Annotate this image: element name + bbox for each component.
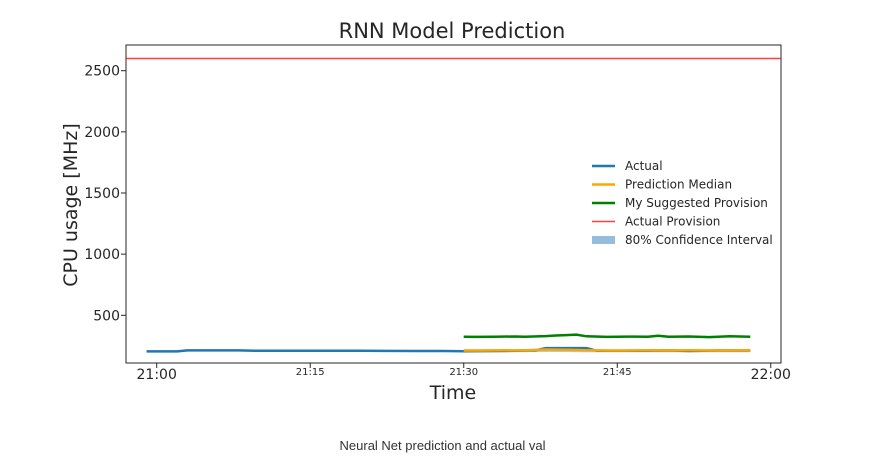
x-tick-label: 21:30 [449, 367, 478, 378]
chart: RNN Model Prediction 500 1000 1500 2000 2500… [60, 19, 791, 404]
y-axis-label: CPU usage [MHz] [60, 123, 82, 287]
legend-label-prediction-median: Prediction Median [625, 178, 732, 192]
series-layer [126, 57, 781, 353]
y-axis-ticks: 500 1000 1500 2000 2500 [84, 64, 126, 324]
x-tick-label: 21:15 [296, 367, 325, 378]
chart-title: RNN Model Prediction [339, 19, 566, 43]
legend-swatch-80-confidence-interval [592, 236, 615, 244]
series-line-my-suggested-provision [463, 333, 751, 339]
x-tick-label: 21:45 [603, 367, 632, 378]
legend-label-80-confidence-interval: 80% Confidence Interval [625, 233, 773, 247]
x-tick-label: 22:00 [751, 367, 791, 383]
legend-label-my-suggested-provision: My Suggested Provision [625, 196, 768, 210]
y-tick-label: 1000 [84, 247, 120, 263]
y-tick-label: 2500 [84, 64, 120, 80]
y-tick-label: 500 [93, 308, 120, 324]
y-tick-label: 1500 [84, 186, 120, 202]
x-tick-label: 21:00 [137, 367, 177, 383]
y-tick-label: 2000 [84, 125, 120, 141]
legend-label-actual: Actual [625, 159, 663, 173]
x-axis-label: Time [429, 382, 477, 404]
legend-label-actual-provision: Actual Provision [625, 215, 720, 229]
figure-caption: Neural Net prediction and actual val [339, 438, 546, 453]
plot-frame [125, 44, 782, 364]
x-axis-ticks: 21:00 21:15 21:30 21:45 22:00 [137, 363, 791, 383]
legend: Actual Prediction Median My Suggested Prov… [592, 159, 773, 247]
series-line-prediction-median [463, 348, 751, 352]
